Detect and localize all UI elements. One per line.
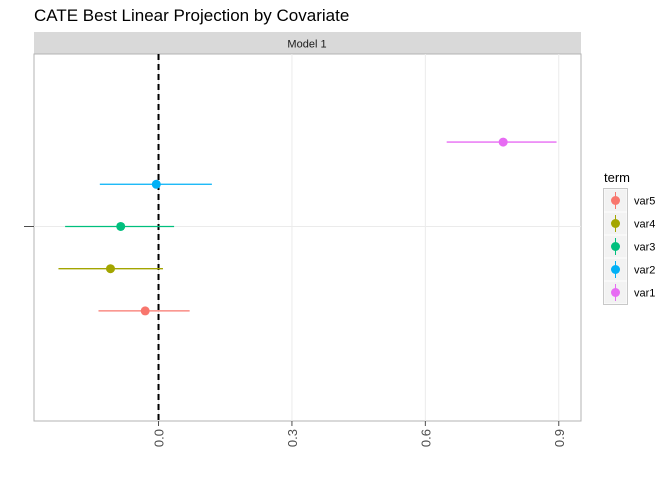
point-var1 xyxy=(498,137,508,147)
legend-item-var3: var3 xyxy=(603,234,655,259)
data-marks xyxy=(58,137,557,316)
legend-label-var4: var4 xyxy=(634,219,655,231)
point-var5 xyxy=(140,306,150,316)
legend-title: term xyxy=(604,170,630,185)
point-var2 xyxy=(151,179,161,189)
legend-key-point-var5 xyxy=(611,196,620,205)
legend-item-var4: var4 xyxy=(603,211,655,236)
point-var3 xyxy=(116,221,126,231)
x-tick-label-2: 0.6 xyxy=(418,429,433,447)
legend-key-point-var2 xyxy=(611,265,620,274)
chart-title: CATE Best Linear Projection by Covariate xyxy=(34,6,349,25)
legend-label-var3: var3 xyxy=(634,242,655,254)
x-tick-label-0: 0.0 xyxy=(152,429,167,447)
legend: term var5 var4 var3 var2 var1 xyxy=(603,170,655,305)
x-axis-ticks: 0.0 0.3 0.6 0.9 xyxy=(152,421,567,447)
point-var4 xyxy=(105,264,115,274)
legend-item-var5: var5 xyxy=(603,188,655,213)
legend-label-var1: var1 xyxy=(634,288,655,300)
legend-item-var1: var1 xyxy=(603,280,655,305)
x-tick-label-1: 0.3 xyxy=(285,429,300,447)
legend-key-point-var1 xyxy=(611,288,620,297)
legend-label-var2: var2 xyxy=(634,265,655,277)
legend-label-var5: var5 xyxy=(634,196,655,208)
x-tick-label-3: 0.9 xyxy=(552,429,567,447)
legend-item-var2: var2 xyxy=(603,257,655,282)
facet-strip xyxy=(34,32,581,54)
plot-panel xyxy=(33,53,582,422)
legend-key-point-var3 xyxy=(611,242,620,251)
facet-strip-label: Model 1 xyxy=(287,39,326,51)
legend-key-point-var4 xyxy=(611,219,620,228)
legend-border xyxy=(603,188,628,305)
